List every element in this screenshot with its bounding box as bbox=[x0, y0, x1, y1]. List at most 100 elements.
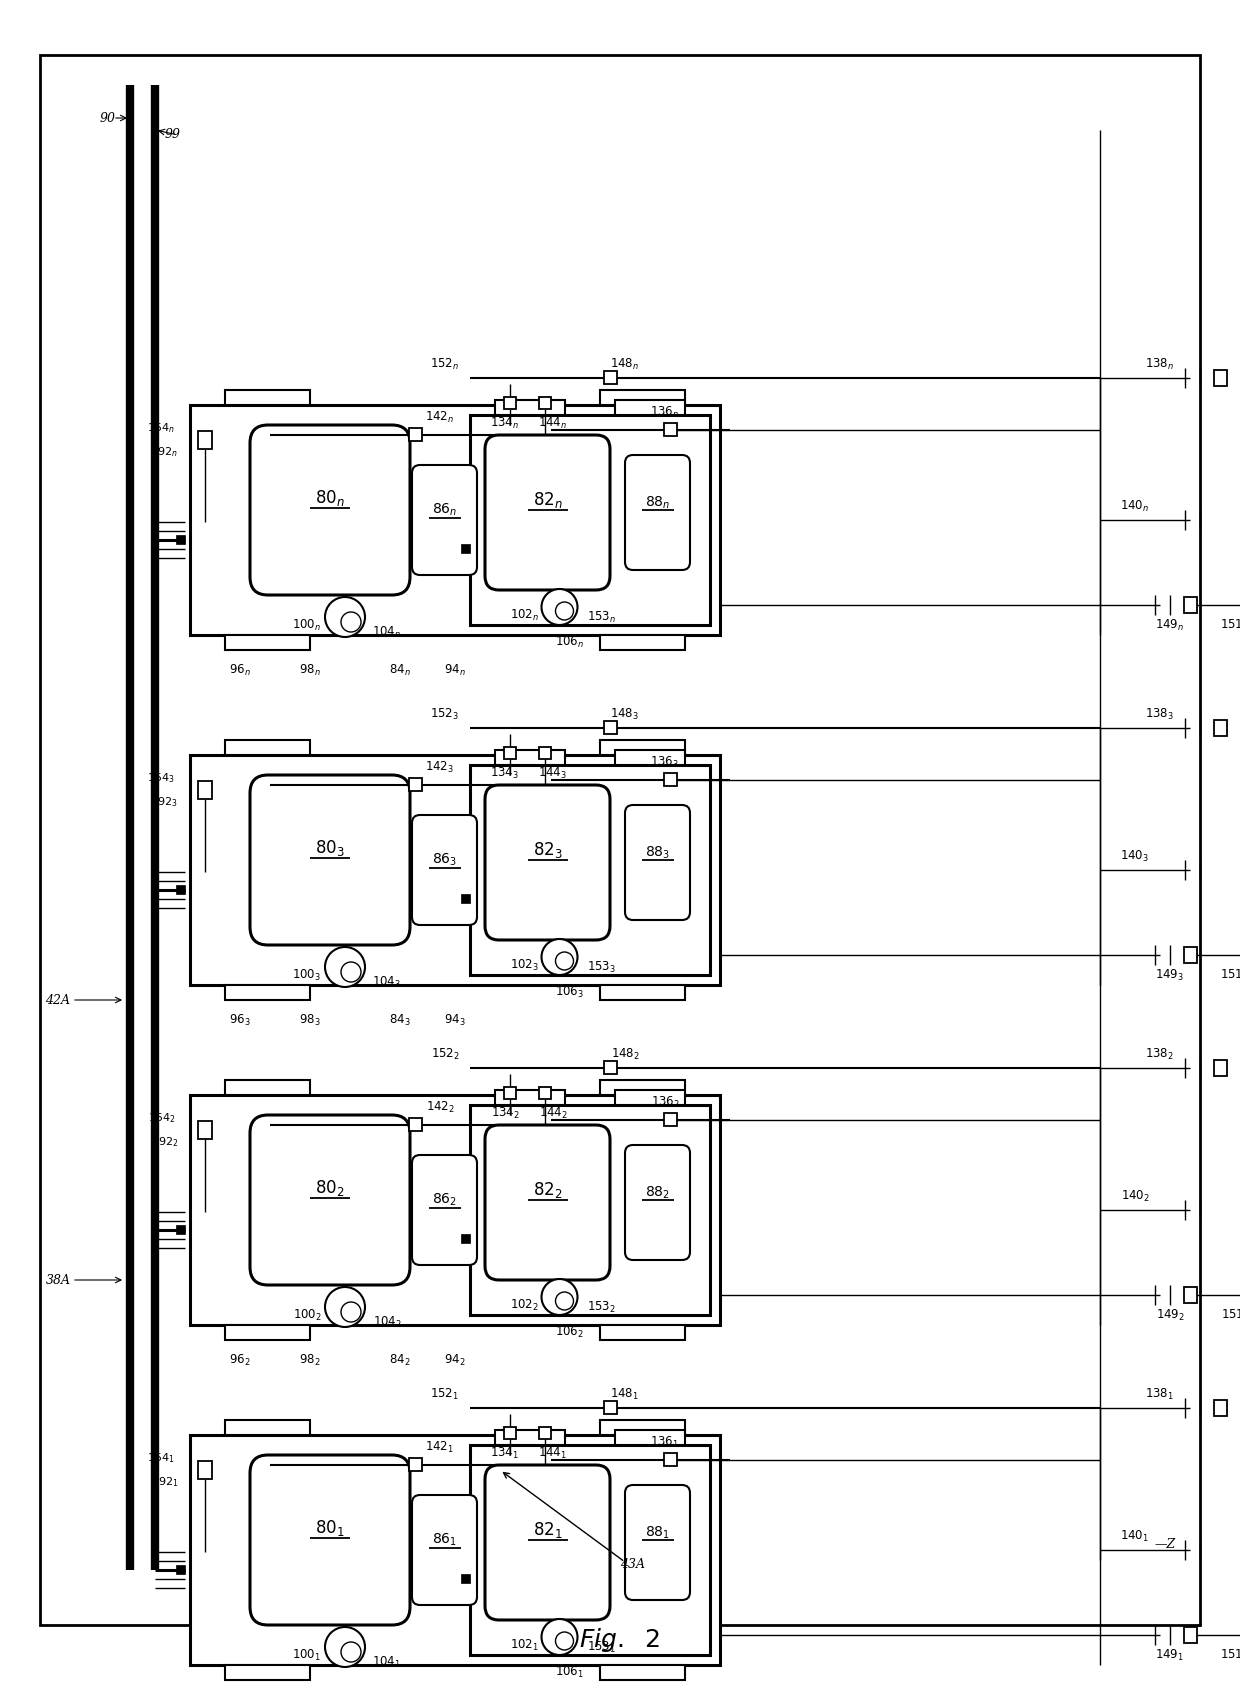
Text: $144_{\it{1}}$: $144_{\it{1}}$ bbox=[538, 1446, 568, 1461]
Text: $136_{\it{2}}$: $136_{\it{2}}$ bbox=[651, 1095, 680, 1109]
Bar bbox=[408, 428, 422, 441]
Text: $154_{\it{3}}$: $154_{\it{3}}$ bbox=[148, 772, 175, 785]
Bar bbox=[198, 1121, 212, 1139]
Text: $96_{\it{3}}$: $96_{\it{3}}$ bbox=[229, 1013, 250, 1028]
Bar bbox=[604, 1062, 616, 1075]
Text: $88_{\it{1}}$: $88_{\it{1}}$ bbox=[645, 1525, 670, 1540]
Text: $140_{\it{n}}$: $140_{\it{n}}$ bbox=[1121, 499, 1149, 514]
Bar bbox=[470, 1105, 711, 1314]
Text: $140_{\it{2}}$: $140_{\it{2}}$ bbox=[1121, 1188, 1149, 1203]
Text: $154_{\it{2}}$: $154_{\it{2}}$ bbox=[148, 1110, 175, 1126]
Bar bbox=[539, 746, 551, 758]
Bar bbox=[615, 1431, 684, 1446]
Bar bbox=[503, 1087, 516, 1099]
Text: $86_{\it{2}}$: $86_{\it{2}}$ bbox=[432, 1191, 458, 1208]
Text: $142_{\it{1}}$: $142_{\it{1}}$ bbox=[425, 1439, 455, 1454]
Text: 42A: 42A bbox=[46, 994, 71, 1006]
Circle shape bbox=[556, 602, 573, 620]
Text: 43A: 43A bbox=[620, 1559, 645, 1572]
Bar bbox=[176, 1565, 185, 1574]
Bar bbox=[600, 1080, 684, 1095]
Bar bbox=[190, 404, 720, 635]
Text: $153_{\it{1}}$: $153_{\it{1}}$ bbox=[587, 1640, 616, 1655]
Text: $154_{\it{n}}$: $154_{\it{n}}$ bbox=[148, 421, 175, 435]
Text: $138_{\it{1}}$: $138_{\it{1}}$ bbox=[1145, 1387, 1174, 1402]
Bar bbox=[495, 1431, 565, 1446]
Circle shape bbox=[325, 1287, 365, 1328]
Text: $151_{\it{2}}$: $151_{\it{2}}$ bbox=[1220, 1308, 1240, 1323]
Bar bbox=[1183, 1628, 1197, 1643]
FancyBboxPatch shape bbox=[412, 816, 477, 925]
Bar bbox=[470, 765, 711, 976]
Text: $149_{\it{3}}$: $149_{\it{3}}$ bbox=[1156, 967, 1184, 982]
Bar bbox=[615, 1090, 684, 1105]
Text: $104_{\it{1}}$: $104_{\it{1}}$ bbox=[372, 1655, 402, 1670]
Text: $136_{\it{1}}$: $136_{\it{1}}$ bbox=[651, 1434, 680, 1449]
Bar bbox=[198, 1461, 212, 1479]
Bar bbox=[460, 544, 470, 553]
Text: $148_{\it{3}}$: $148_{\it{3}}$ bbox=[610, 706, 640, 721]
Bar bbox=[604, 721, 616, 735]
Bar bbox=[503, 398, 516, 409]
Text: $148_{\it{2}}$: $148_{\it{2}}$ bbox=[610, 1046, 640, 1062]
Bar bbox=[600, 1324, 684, 1340]
Bar bbox=[600, 740, 684, 755]
Text: $94_{\it{n}}$: $94_{\it{n}}$ bbox=[444, 662, 466, 677]
Text: $106_{\it{n}}$: $106_{\it{n}}$ bbox=[554, 635, 584, 649]
Circle shape bbox=[341, 962, 361, 982]
FancyBboxPatch shape bbox=[625, 1146, 689, 1260]
Bar bbox=[539, 1087, 551, 1099]
Text: $88_{\it{3}}$: $88_{\it{3}}$ bbox=[645, 844, 670, 861]
Text: 38A: 38A bbox=[46, 1274, 71, 1287]
Text: $138_{\it{n}}$: $138_{\it{n}}$ bbox=[1145, 357, 1174, 372]
Bar bbox=[408, 778, 422, 792]
Text: $86_{\it{1}}$: $86_{\it{1}}$ bbox=[432, 1532, 458, 1549]
Circle shape bbox=[325, 947, 365, 987]
Text: $104_{\it{2}}$: $104_{\it{2}}$ bbox=[372, 1314, 402, 1329]
Text: $140_{\it{1}}$: $140_{\it{1}}$ bbox=[1121, 1528, 1149, 1543]
Bar bbox=[615, 399, 684, 415]
Text: $153_{\it{n}}$: $153_{\it{n}}$ bbox=[587, 610, 616, 625]
Bar bbox=[663, 773, 677, 787]
FancyBboxPatch shape bbox=[625, 805, 689, 920]
Bar bbox=[1214, 1400, 1226, 1415]
Text: $142_{\it{3}}$: $142_{\it{3}}$ bbox=[425, 760, 455, 775]
Bar bbox=[663, 423, 677, 436]
FancyBboxPatch shape bbox=[625, 1484, 689, 1601]
Bar bbox=[224, 389, 310, 404]
Text: $88_{\it{n}}$: $88_{\it{n}}$ bbox=[645, 494, 670, 511]
Text: $106_{\it{2}}$: $106_{\it{2}}$ bbox=[556, 1324, 584, 1340]
Text: $82_{\it{1}}$: $82_{\it{1}}$ bbox=[533, 1520, 563, 1540]
Bar bbox=[176, 886, 185, 895]
Text: $98_{\it{n}}$: $98_{\it{n}}$ bbox=[299, 662, 321, 677]
Bar bbox=[176, 536, 185, 544]
Text: $80_{\it{n}}$: $80_{\it{n}}$ bbox=[315, 489, 345, 507]
FancyBboxPatch shape bbox=[485, 435, 610, 590]
Text: $92_{\it{3}}$: $92_{\it{3}}$ bbox=[157, 795, 179, 809]
Text: $106_{\it{3}}$: $106_{\it{3}}$ bbox=[556, 984, 584, 999]
Text: $152_{\it{2}}$: $152_{\it{2}}$ bbox=[430, 1046, 460, 1062]
Text: $140_{\it{3}}$: $140_{\it{3}}$ bbox=[1121, 849, 1149, 863]
Bar bbox=[600, 1665, 684, 1680]
Text: $98_{\it{3}}$: $98_{\it{3}}$ bbox=[299, 1013, 321, 1028]
Bar bbox=[190, 1436, 720, 1665]
Bar bbox=[1183, 1287, 1197, 1303]
Text: $154_{\it{1}}$: $154_{\it{1}}$ bbox=[148, 1451, 175, 1464]
Text: $80_{\it{3}}$: $80_{\it{3}}$ bbox=[315, 837, 345, 858]
Text: $100_{\it{3}}$: $100_{\it{3}}$ bbox=[293, 967, 321, 982]
Bar bbox=[495, 750, 565, 765]
Circle shape bbox=[542, 590, 578, 625]
Text: $144_{\it{2}}$: $144_{\it{2}}$ bbox=[538, 1105, 568, 1121]
Bar bbox=[1214, 1060, 1226, 1077]
Circle shape bbox=[556, 1292, 573, 1309]
FancyBboxPatch shape bbox=[412, 1154, 477, 1265]
Text: $100_{\it{n}}$: $100_{\it{n}}$ bbox=[293, 617, 321, 632]
Circle shape bbox=[542, 1619, 578, 1655]
Text: $152_{\it{n}}$: $152_{\it{n}}$ bbox=[430, 357, 460, 372]
Bar bbox=[503, 1427, 516, 1439]
Text: $144_{\it{3}}$: $144_{\it{3}}$ bbox=[538, 765, 568, 780]
Bar bbox=[408, 1119, 422, 1132]
Text: 90: 90 bbox=[100, 111, 117, 125]
Bar bbox=[198, 431, 212, 448]
Text: $151_{\it{1}}$: $151_{\it{1}}$ bbox=[1220, 1648, 1240, 1663]
